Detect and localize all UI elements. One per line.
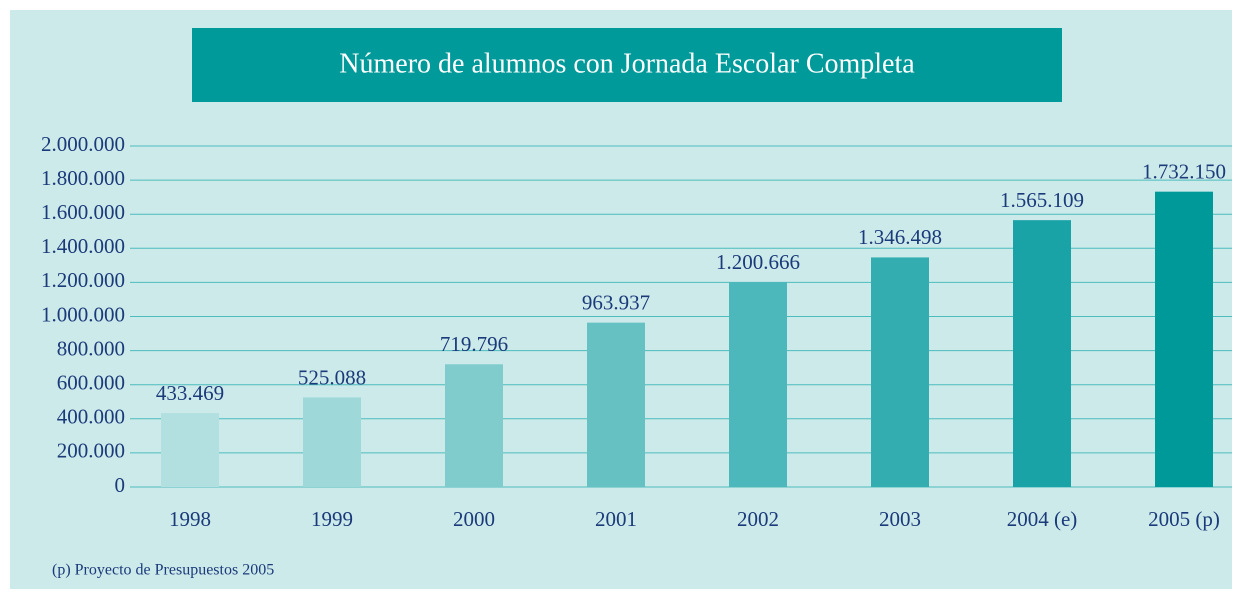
y-tick-label: 600.000 [57, 371, 125, 395]
x-tick-label: 2000 [453, 507, 495, 531]
x-tick-label: 1998 [169, 507, 211, 531]
y-tick-label: 0 [115, 473, 126, 497]
value-label: 1.346.498 [858, 225, 942, 249]
bar [445, 364, 503, 487]
value-label: 963.937 [582, 290, 650, 314]
bar [587, 322, 645, 487]
value-label: 719.796 [440, 332, 508, 356]
x-tick-label: 2003 [879, 507, 921, 531]
chart-title: Número de alumnos con Jornada Escolar Co… [339, 48, 915, 79]
y-tick-label: 2.000.000 [41, 132, 125, 156]
bar [1013, 220, 1071, 487]
bar [303, 397, 361, 487]
x-tick-label: 2001 [595, 507, 637, 531]
y-tick-label: 1.600.000 [41, 200, 125, 224]
bar [1155, 191, 1213, 487]
x-tick-label: 2002 [737, 507, 779, 531]
footnote: (p) Proyecto de Presupuestos 2005 [52, 562, 274, 579]
value-label: 433.469 [156, 381, 224, 405]
title-box [192, 28, 1062, 102]
bar [729, 282, 787, 487]
x-tick-label: 2004 (e) [1007, 507, 1078, 531]
value-label: 1.200.666 [716, 250, 800, 274]
value-label: 525.088 [298, 365, 366, 389]
y-tick-label: 1.200.000 [41, 268, 125, 292]
y-tick-label: 200.000 [57, 439, 125, 463]
y-tick-label: 1.800.000 [41, 166, 125, 190]
x-tick-label: 1999 [311, 507, 353, 531]
y-tick-label: 800.000 [57, 336, 125, 360]
bar [161, 413, 219, 487]
bar [871, 257, 929, 487]
y-tick-label: 1.000.000 [41, 302, 125, 326]
y-tick-label: 400.000 [57, 405, 125, 429]
y-tick-label: 1.400.000 [41, 234, 125, 258]
x-tick-label: 2005 (p) [1148, 507, 1220, 531]
value-label: 1.565.109 [1000, 188, 1084, 212]
value-label: 1.732.150 [1142, 159, 1226, 183]
